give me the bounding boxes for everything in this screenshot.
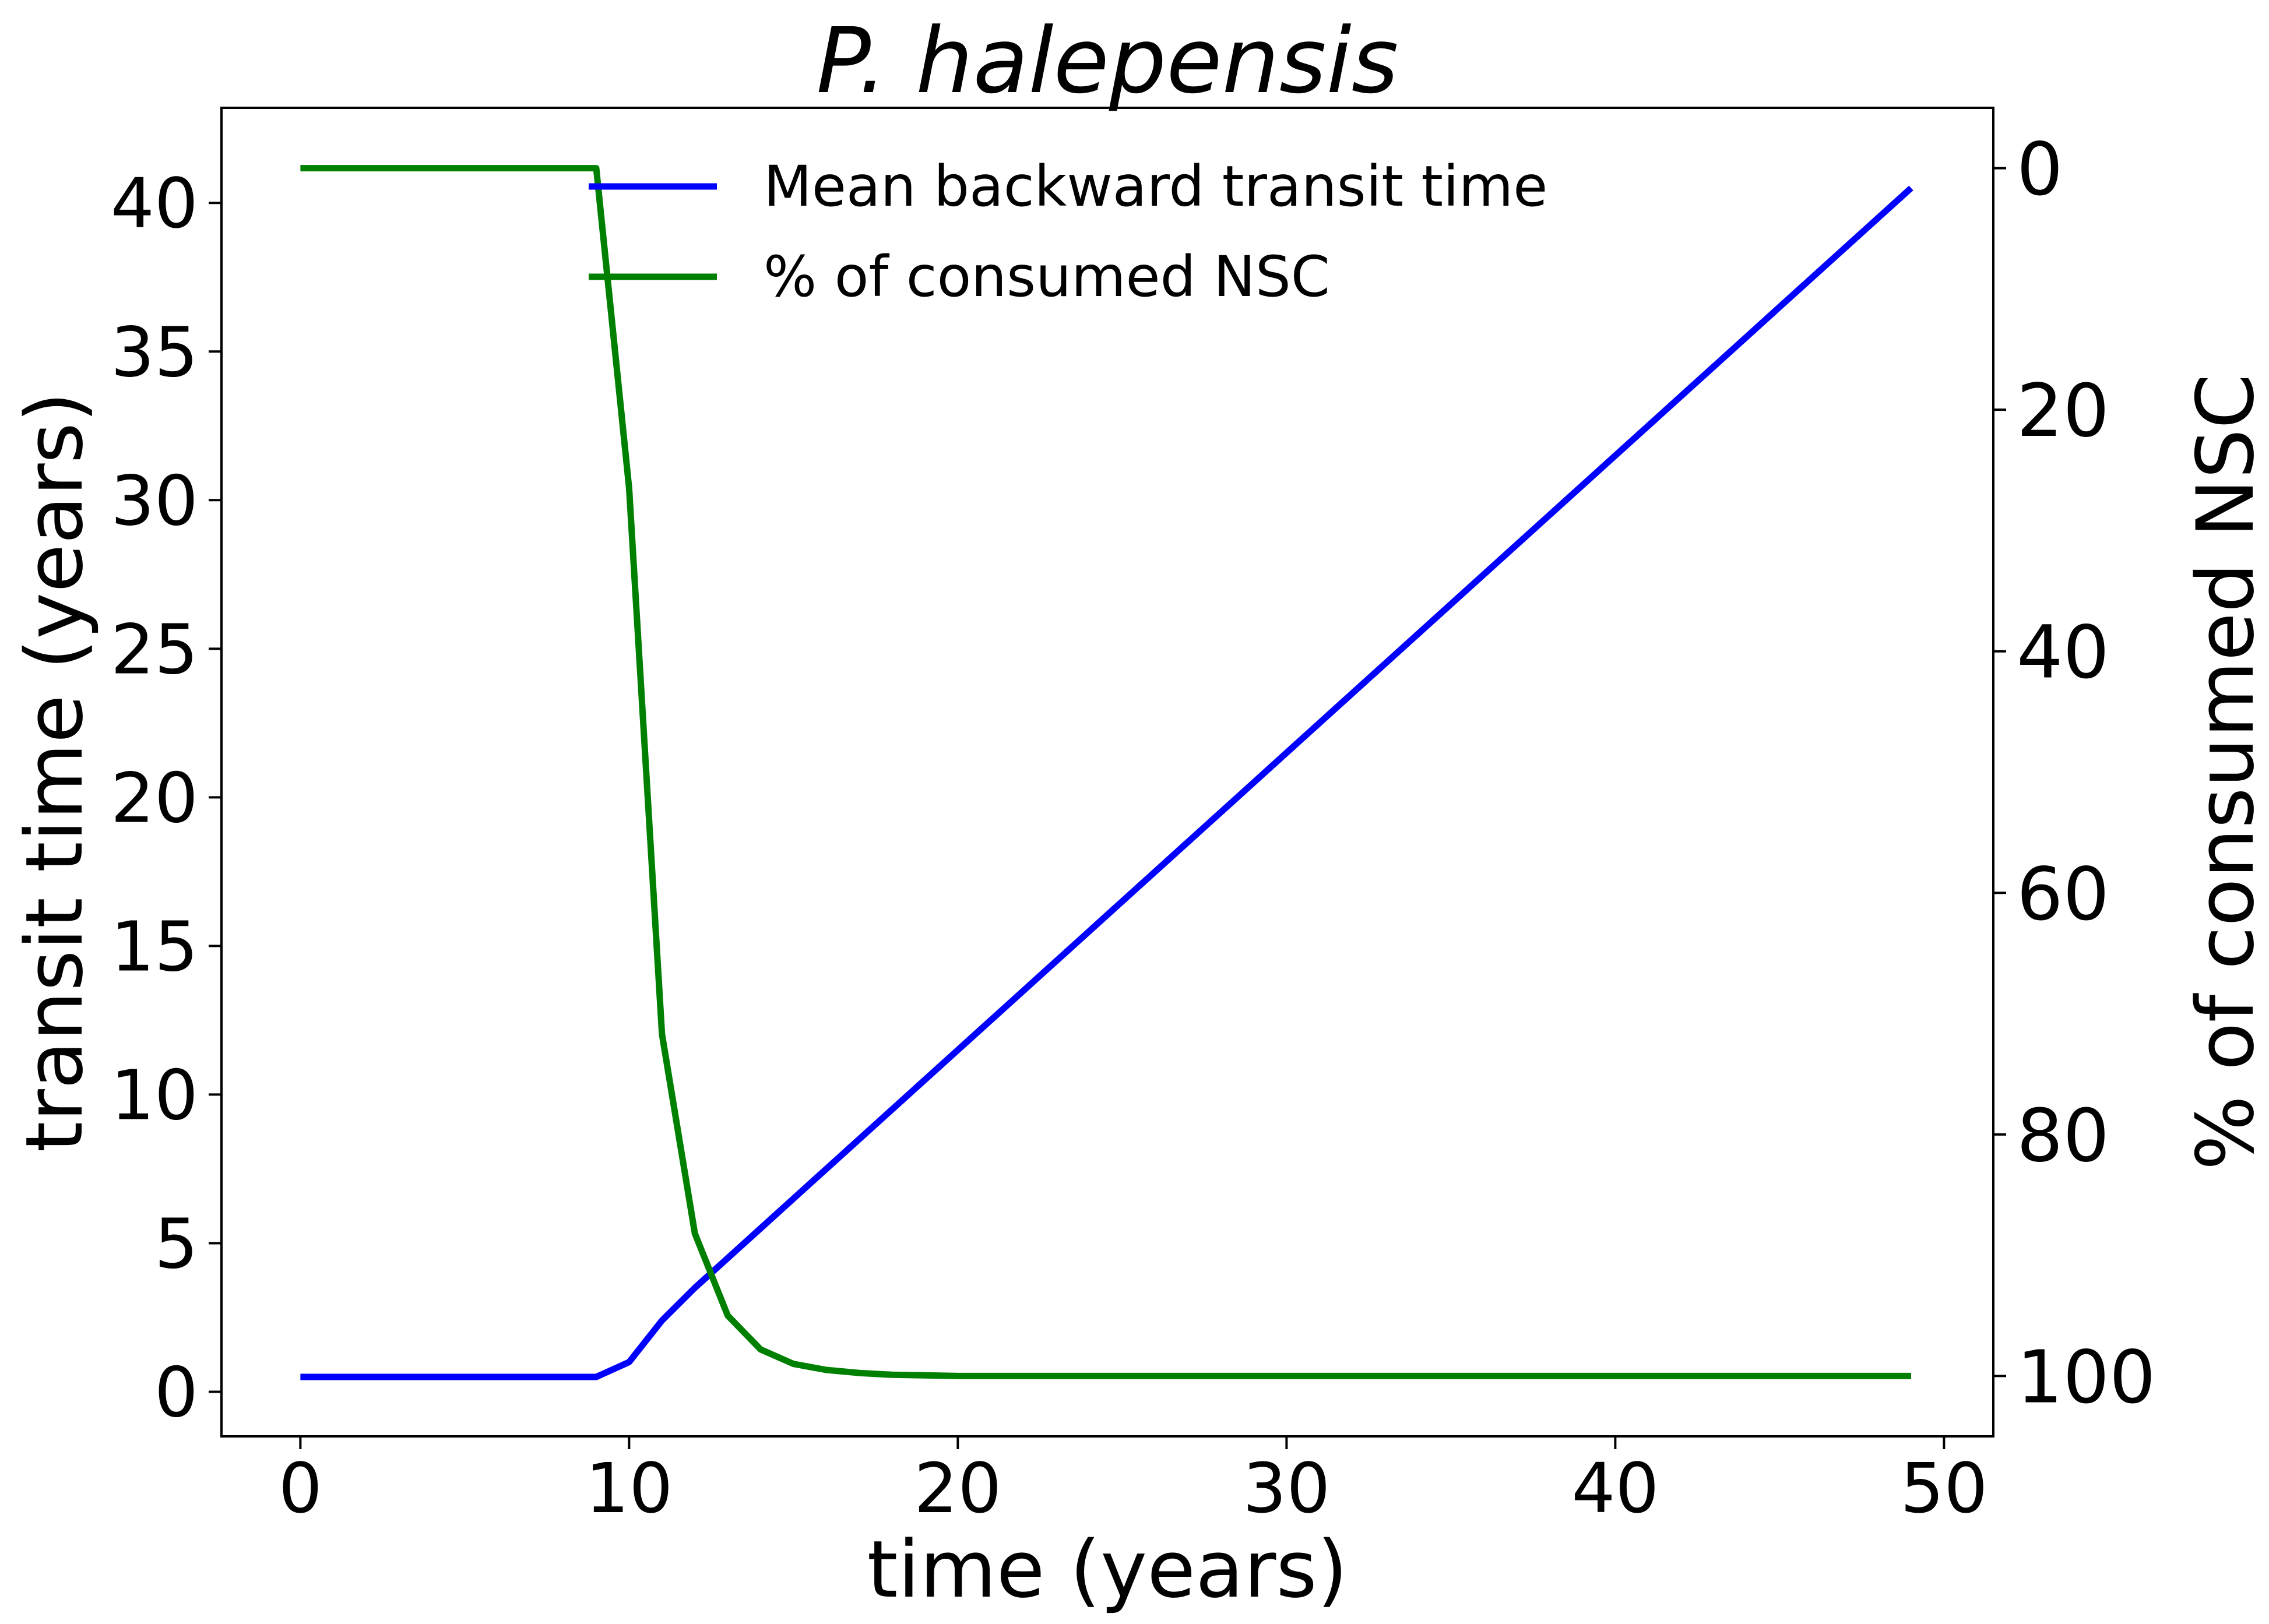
right-y-tick-label: 40 <box>2017 611 2109 695</box>
y-tick-label: 20 <box>111 758 198 838</box>
x-tick-label: 40 <box>1571 1448 1659 1528</box>
right-y-axis-ticks: 0 20 40 60 80 100 <box>1993 128 2156 1419</box>
right-y-tick-label: 60 <box>2017 852 2109 936</box>
y-tick-label: 10 <box>111 1055 198 1135</box>
plot-lines <box>300 165 1913 1380</box>
plot-frame <box>220 107 1994 1438</box>
y-tick-label: 35 <box>111 312 198 392</box>
left-y-axis-label: transit time (years) <box>9 392 100 1152</box>
legend-label-consumed-nsc: % of consumed NSC <box>764 244 1330 309</box>
transit-time-line <box>300 185 1913 1380</box>
consumed-nsc-line <box>300 165 1911 1379</box>
legend: Mean backward transit time % of consumed… <box>589 154 1547 309</box>
y-tick-label: 25 <box>111 609 198 689</box>
x-tick-label: 10 <box>585 1448 673 1528</box>
y-tick-label: 0 <box>154 1352 198 1432</box>
right-y-tick-label: 20 <box>2017 369 2109 453</box>
x-axis-label: time (years) <box>867 1524 1348 1615</box>
y-tick-label: 15 <box>111 906 198 987</box>
x-tick-label: 0 <box>279 1448 322 1528</box>
y-tick-label: 40 <box>111 163 198 244</box>
chart-title: P. halepensis <box>817 8 1399 114</box>
legend-label-transit-time: Mean backward transit time <box>764 154 1547 219</box>
x-axis-ticks: 0 10 20 30 40 50 <box>279 1436 1987 1528</box>
right-y-tick-label: 80 <box>2017 1094 2109 1178</box>
right-y-tick-label: 0 <box>2017 128 2063 212</box>
right-y-tick-label: 100 <box>2017 1335 2156 1419</box>
y-tick-label: 30 <box>111 460 198 541</box>
x-tick-label: 20 <box>914 1448 1001 1528</box>
y-tick-label: 5 <box>154 1203 198 1284</box>
x-tick-label: 30 <box>1243 1448 1330 1528</box>
x-tick-label: 50 <box>1900 1448 1987 1528</box>
left-y-axis-ticks: 0 5 10 15 20 25 30 35 40 <box>111 163 221 1432</box>
right-y-axis-label: % of consumed NSC <box>2180 374 2269 1171</box>
